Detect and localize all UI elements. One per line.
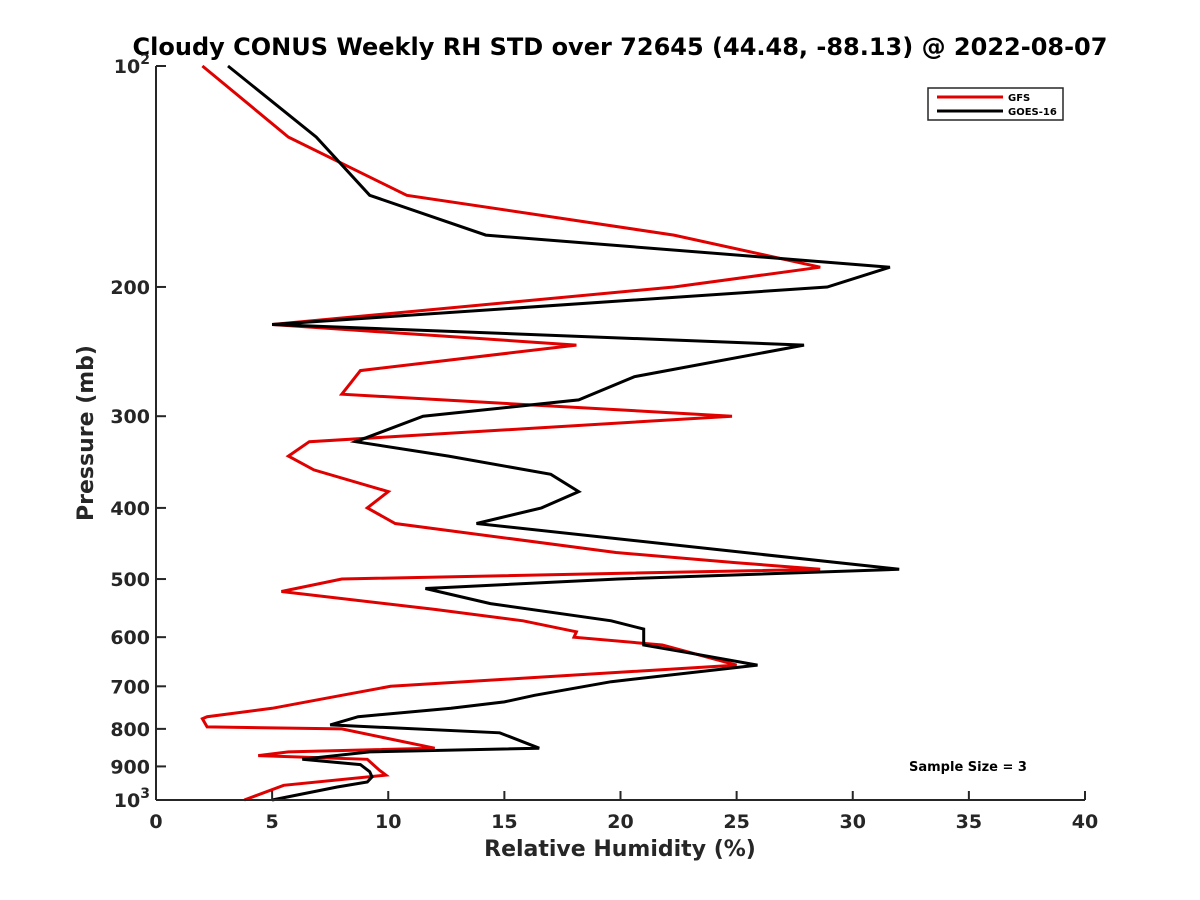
y-tick-label: 102 (114, 52, 150, 78)
y-axis: 102 200 300 400 500 600 700 800 900 103 (110, 52, 166, 812)
y-tick-label: 600 (110, 627, 150, 649)
y-tick-label: 700 (110, 676, 150, 698)
y-tick-label: 900 (110, 756, 150, 778)
x-tick-label: 10 (375, 811, 401, 833)
x-axis-label: Relative Humidity (%) (484, 837, 756, 862)
sample-size-annotation: Sample Size = 3 (909, 760, 1027, 775)
y-tick-label: 300 (110, 406, 150, 428)
y-tick-label: 400 (110, 498, 150, 520)
x-tick-label: 25 (723, 811, 749, 833)
y-tick-label: 500 (110, 569, 150, 591)
y-tick-label: 103 (114, 786, 150, 812)
x-tick-label: 40 (1072, 811, 1098, 833)
y-tick-label: 800 (110, 719, 150, 741)
legend-box (927, 87, 1064, 121)
legend-label: GFS (1008, 93, 1030, 104)
x-tick-label: 30 (840, 811, 866, 833)
y-tick-label: 200 (110, 277, 150, 299)
plot-area (156, 64, 1085, 802)
x-axis: 0 5 10 15 20 25 30 35 40 (149, 791, 1098, 833)
x-tick-label: 5 (266, 811, 279, 833)
series-layer (200, 64, 900, 802)
chart-title: Cloudy CONUS Weekly RH STD over 72645 (4… (133, 33, 1108, 61)
plot-background (156, 66, 1085, 800)
series-line-goes-16 (227, 64, 900, 802)
legend: GFS GOES-16 (927, 87, 1064, 121)
legend-label: GOES-16 (1008, 107, 1057, 118)
series-line-gfs (200, 64, 821, 802)
x-tick-label: 15 (491, 811, 517, 833)
x-tick-label: 35 (956, 811, 982, 833)
x-tick-label: 0 (149, 811, 162, 833)
y-axis-label: Pressure (mb) (74, 345, 99, 521)
x-tick-label: 20 (607, 811, 633, 833)
